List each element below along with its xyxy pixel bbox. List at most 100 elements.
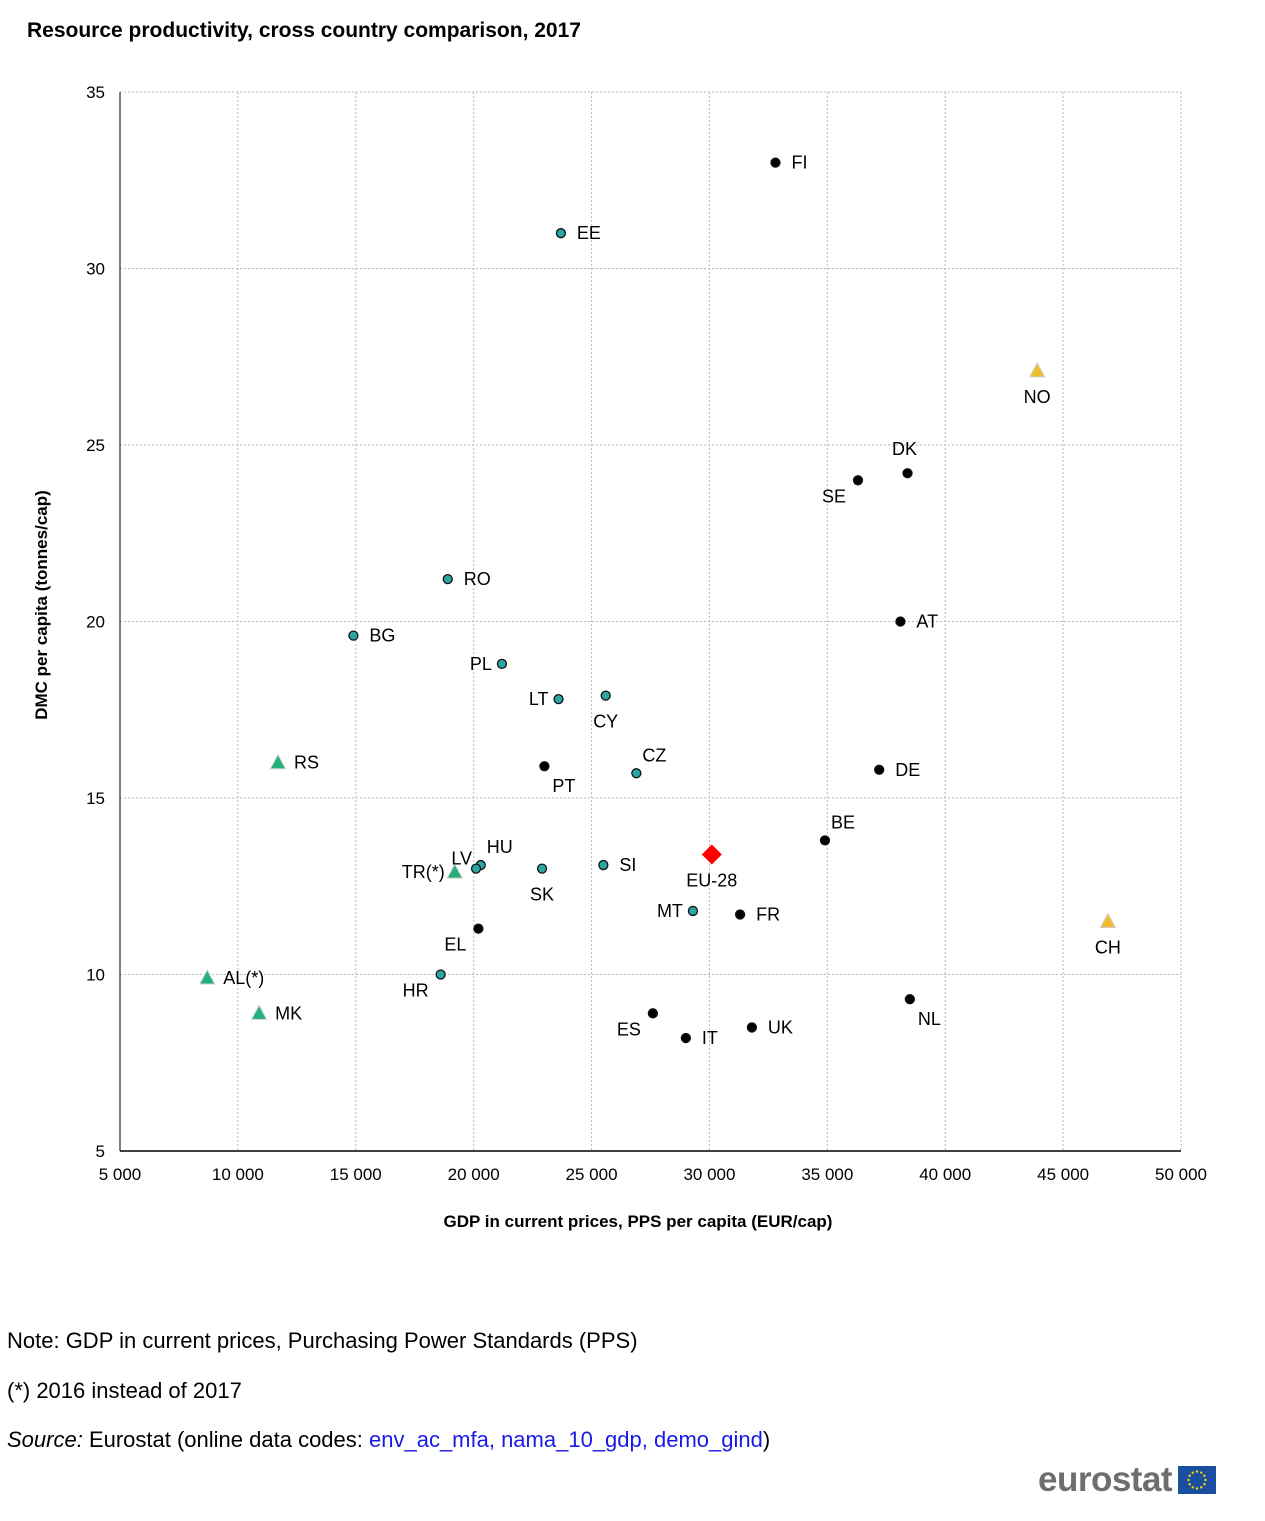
data-point [680,1032,692,1044]
x-tick-label: 15 000 [330,1165,382,1184]
point-label: AT [916,612,938,632]
data-points [198,157,1117,1044]
data-point [496,658,508,670]
point-label: IT [702,1028,718,1048]
point-label: LV [451,849,472,869]
data-point [435,969,446,980]
flag-star [1200,1471,1203,1474]
data-point [555,228,567,239]
data-point [473,923,484,934]
chart-title: Resource productivity, cross country com… [27,19,581,42]
data-point [734,909,746,920]
point-label: MK [275,1003,302,1023]
axes [119,92,1181,1152]
source-label: Source: [7,1427,83,1452]
point-label: PT [552,776,575,796]
point-label: DE [895,760,920,780]
data-point [770,157,781,168]
data-point-diamond [701,844,722,865]
point-label: SE [822,486,846,506]
y-axis-label: DMC per capita (tonnes/cap) [32,490,51,720]
data-point [470,863,482,874]
point-label: CY [593,712,618,732]
flag-star [1191,1486,1195,1489]
data-point [746,1022,758,1033]
data-point [874,764,885,775]
data-point [348,630,359,641]
eu-flag-icon [1178,1466,1217,1494]
x-tick-label: 35 000 [801,1165,853,1184]
data-point [631,768,642,779]
data-point [819,835,831,846]
point-labels: FI EE DK SE RO AT BG PL LT CY PT CZ DE BE HU LV SK SI EU-2… [223,153,1121,1048]
y-tick-label: 20 [86,613,105,632]
point-label: NO [1024,387,1051,407]
point-label: MT [657,901,683,921]
x-tick-label: 20 000 [448,1165,500,1184]
data-point [553,694,564,705]
point-label: LT [529,689,549,709]
footnote-text: (*) 2016 instead of 2017 [7,1378,242,1403]
data-point [687,905,699,917]
point-label: TR(*) [402,862,445,882]
flag-star [1195,1487,1199,1490]
flag-star [1203,1474,1206,1477]
data-point-triangle [198,968,216,985]
point-label: FR [756,904,780,924]
flag-star [1188,1474,1191,1477]
point-label: PL [470,654,492,674]
point-label: DK [892,439,917,459]
eurostat-logo: eurostat [1038,1460,1217,1500]
x-tick-label: 25 000 [566,1165,618,1184]
point-label: SK [530,885,554,905]
x-tick-label: 50 000 [1155,1165,1207,1184]
flag-star [1195,1470,1199,1473]
y-tick-label: 5 [96,1142,105,1161]
y-tick-label: 15 [86,789,105,808]
data-point-triangle [1028,361,1046,378]
data-point-triangle [250,1004,268,1020]
x-tick-label: 5 000 [99,1165,142,1184]
eurostat-wordmark: eurostat [1038,1460,1173,1499]
x-tick-label: 45 000 [1037,1165,1089,1184]
point-label: NL [918,1009,941,1029]
y-tick-label: 35 [86,83,105,102]
point-label: HU [487,837,513,857]
point-label: FI [791,153,807,173]
tick-labels: 5 000 10 000 15 000 20 000 25 000 30 000 35 00… [86,83,1207,1184]
x-tick-label: 10 000 [212,1165,264,1184]
point-label: CH [1095,938,1121,958]
data-point [902,468,913,479]
data-point [647,1008,659,1019]
note-text: Note: GDP in current prices, Purchasing … [7,1328,638,1353]
point-label: SI [619,855,636,875]
flag-star [1188,1483,1191,1486]
data-point [539,761,550,772]
data-point-triangle [446,863,464,879]
flag-background [1178,1466,1217,1494]
x-tick-label: 30 000 [683,1165,735,1184]
source-codes-link[interactable]: env_ac_mfa, nama_10_gdp, demo_gind [369,1427,763,1452]
scatter-chart: 5 000 10 000 15 000 20 000 25 000 30 000 35 00… [32,83,1207,1231]
flag-star [1187,1478,1190,1482]
data-point [852,475,864,486]
point-label: EL [444,935,466,955]
data-point [895,616,906,627]
data-point [442,573,453,585]
point-label: BE [831,812,855,832]
point-label: EE [577,223,601,243]
point-label: AL(*) [223,968,264,988]
flag-star [1204,1478,1207,1482]
source-end: ) [762,1427,771,1452]
flag-star [1203,1483,1206,1486]
flag-star [1200,1486,1203,1489]
y-tick-label: 10 [86,966,105,985]
data-point [904,994,916,1005]
data-point-triangle [1099,912,1117,929]
point-label: HR [403,981,429,1001]
source-line: Source: Eurostat (online data codes: env… [7,1427,770,1453]
source-text: Eurostat (online data codes: [82,1427,369,1452]
y-tick-label: 30 [86,260,105,279]
point-label: ES [617,1019,641,1039]
point-label: CZ [642,745,666,765]
